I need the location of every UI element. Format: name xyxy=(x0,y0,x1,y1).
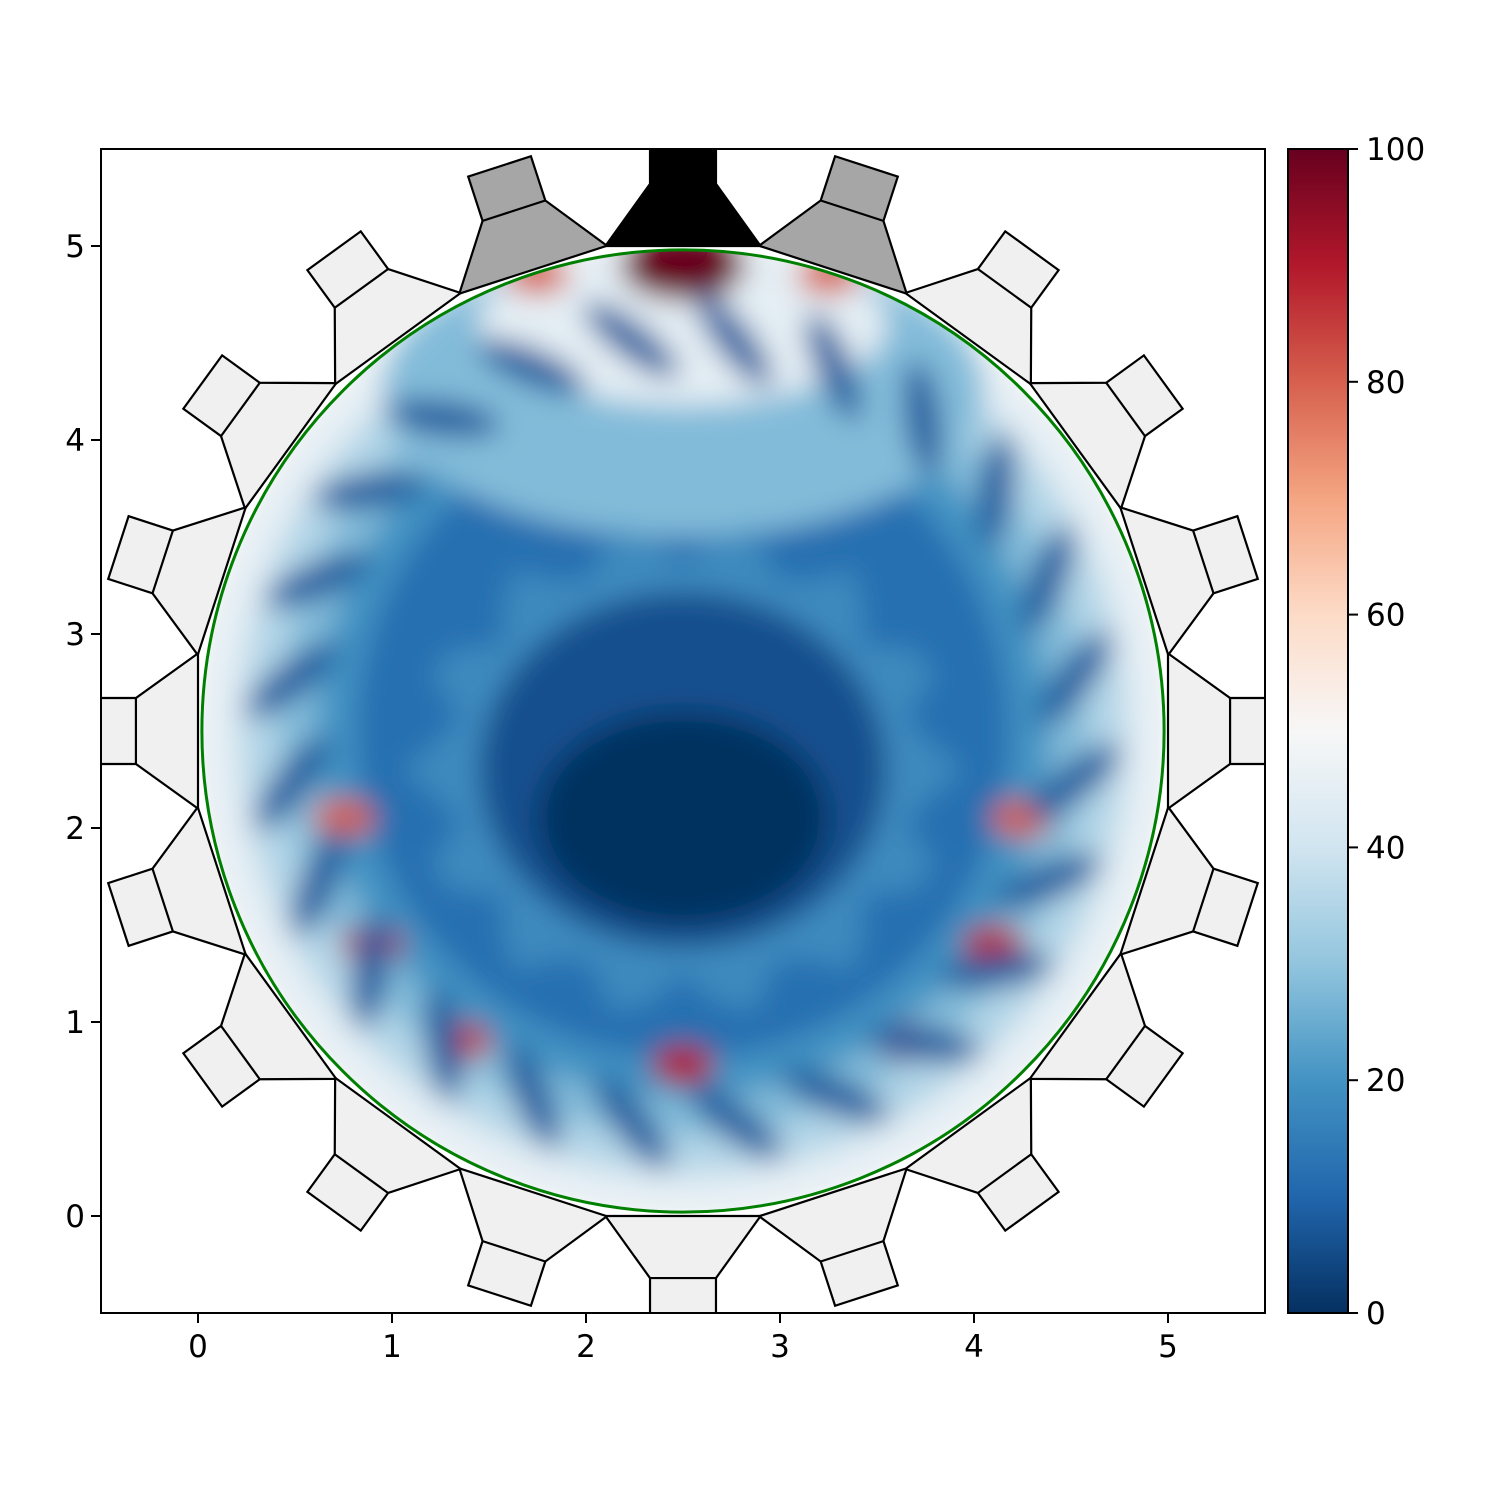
y-tick-label-3: 3 xyxy=(65,617,85,653)
field-streak-15 xyxy=(384,399,501,438)
colorbar: 0 20 40 60 80 100 xyxy=(1287,132,1425,1332)
y-tick-marks xyxy=(91,245,101,1217)
ring-element-3-edge xyxy=(1105,382,1146,437)
ring-element-16-edge xyxy=(151,530,174,594)
field-streak-17 xyxy=(583,301,679,378)
field-streak-0 xyxy=(1026,744,1122,821)
field-hot-spot-5 xyxy=(312,798,375,838)
x-tick-label-5: 5 xyxy=(1158,1329,1178,1365)
field-streak-12 xyxy=(244,641,340,718)
domain-boundary-circle xyxy=(200,248,1166,1214)
field-streak-4 xyxy=(780,1067,889,1123)
ring-element-14-edge xyxy=(151,868,174,932)
ring-element-11-edge xyxy=(482,1240,546,1263)
colorbar-tick-marks xyxy=(1348,148,1358,1314)
field-streak-3 xyxy=(865,1024,982,1063)
colorbar-tick-label-4: 80 xyxy=(1366,365,1405,401)
ring-element-9-edge xyxy=(820,1240,884,1263)
ring-element-18-edge xyxy=(334,268,389,309)
axes-frame xyxy=(100,148,1266,1314)
field-streak-18 xyxy=(696,292,773,388)
y-tick-label-5: 5 xyxy=(65,229,85,265)
field-streak-5 xyxy=(687,1084,783,1161)
ring-element-1-edge xyxy=(820,199,884,222)
x-tick-label-0: 0 xyxy=(188,1329,208,1365)
field-streak-11 xyxy=(253,735,330,831)
x-tick-marks xyxy=(197,1313,1169,1323)
field-blobs xyxy=(201,249,1165,1213)
y-tick-label-1: 1 xyxy=(65,1005,85,1041)
field-source-peak xyxy=(620,249,746,301)
x-axis: 0 1 2 3 4 5 xyxy=(188,1313,1178,1365)
ring-element-12-edge xyxy=(334,1153,389,1194)
field-streak-13 xyxy=(264,552,373,608)
field-streak-14 xyxy=(312,472,428,511)
ring-element-13-edge xyxy=(220,1025,261,1080)
x-tick-label-4: 4 xyxy=(964,1329,984,1365)
heatmap-field xyxy=(201,249,1165,1213)
field-streak-16 xyxy=(477,339,586,395)
field-streak-10 xyxy=(291,828,347,937)
ring-element-7-edge xyxy=(1105,1025,1146,1080)
field-streak-22 xyxy=(1019,525,1075,634)
field-streak-7 xyxy=(504,1041,560,1150)
field-cold-center xyxy=(537,711,829,925)
colorbar-tick-label-1: 20 xyxy=(1366,1063,1405,1099)
field-streak-19 xyxy=(806,312,862,421)
y-tick-label-2: 2 xyxy=(65,811,85,847)
field-streak-9 xyxy=(351,913,390,1030)
field-streak-1 xyxy=(993,854,1102,910)
field-streak-20 xyxy=(903,360,942,476)
ring-element-17-edge xyxy=(220,382,261,437)
field-streak-6 xyxy=(593,1074,670,1170)
ring-element-8-edge xyxy=(977,1153,1032,1194)
colorbar-tick-label-3: 60 xyxy=(1366,598,1405,634)
ring-element-2-edge xyxy=(977,268,1032,309)
field-streak-23 xyxy=(1036,631,1113,727)
x-tick-label-2: 2 xyxy=(576,1329,596,1365)
plot-area xyxy=(101,149,1265,1313)
field-streak-8 xyxy=(424,986,463,1102)
x-tick-label-1: 1 xyxy=(382,1329,402,1365)
field-streak-21 xyxy=(976,432,1015,549)
colorbar-tick-label-5: 100 xyxy=(1366,132,1425,168)
colorbar-gradient xyxy=(1287,148,1349,1314)
y-axis: 0 1 2 3 4 5 xyxy=(65,229,101,1235)
colorbar-tick-label-0: 0 xyxy=(1366,1296,1386,1332)
ring-element-6-edge xyxy=(1192,868,1215,932)
field-hot-spot-2 xyxy=(651,1045,715,1085)
ring-element-19-edge xyxy=(482,199,546,222)
field-streak-2 xyxy=(938,951,1054,990)
y-tick-label-4: 4 xyxy=(65,423,85,459)
y-tick-label-0: 0 xyxy=(65,1199,85,1235)
colorbar-tick-label-2: 40 xyxy=(1366,830,1405,866)
x-tick-label-3: 3 xyxy=(770,1329,790,1365)
ring-element-4-edge xyxy=(1192,530,1215,594)
ring-elements xyxy=(101,149,1265,1313)
field-upper-lobe-inner xyxy=(479,249,887,406)
